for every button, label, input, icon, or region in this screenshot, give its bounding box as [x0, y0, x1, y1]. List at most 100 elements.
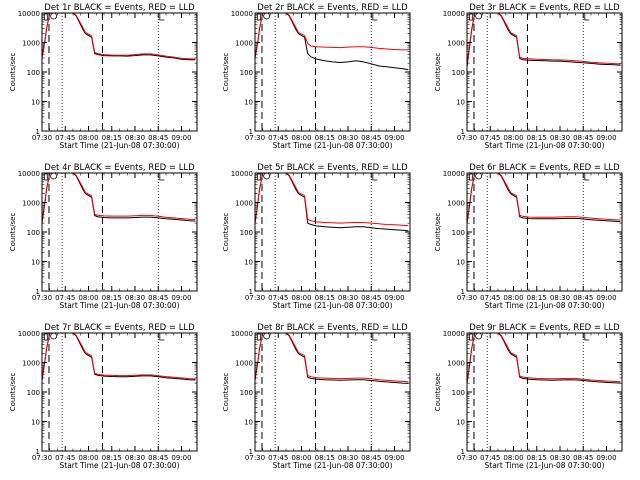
peak-marker-icon [263, 12, 271, 20]
plot-frame [254, 12, 411, 132]
end-marker-icon [584, 333, 590, 341]
x-tick-label: 08:00 [78, 294, 98, 302]
peak-marker-icon [475, 332, 483, 340]
x-tick-label: 08:00 [78, 134, 98, 142]
y-tick-label: 10 [31, 99, 40, 107]
x-tick-label: 08:00 [503, 454, 523, 462]
x-tick-label: 08:00 [78, 454, 98, 462]
x-tick-label: 07:30 [245, 454, 265, 462]
chart-panel-9: Det 9r BLACK = Events, RED = LLD 1 10 100 10… [434, 323, 623, 470]
y-axis-label: Counts/sec [9, 53, 17, 92]
x-tick-label: 08:15 [527, 294, 547, 302]
series-line-lld [254, 172, 409, 227]
end-marker-icon [159, 333, 165, 341]
x-tick-label: 08:45 [148, 294, 168, 302]
end-marker-icon [372, 333, 378, 341]
x-tick-label: 07:30 [457, 294, 477, 302]
y-tick-label: 10000 [18, 330, 40, 338]
x-tick-label: 08:15 [527, 454, 547, 462]
start-marker-icon [468, 333, 473, 341]
y-tick-label: 1 [249, 128, 253, 136]
start-marker-icon [43, 173, 48, 181]
series-line-lld [254, 332, 409, 383]
end-marker-icon [372, 13, 378, 21]
y-tick-label: 1000 [22, 360, 40, 368]
y-tick-label: 1000 [235, 40, 253, 48]
y-tick-label: 10000 [231, 170, 253, 178]
y-tick-label: 100 [452, 389, 465, 397]
x-axis-label: Start Time (21-Jun-08 07:30:00) [60, 461, 180, 470]
x-tick-label: 08:15 [315, 134, 335, 142]
series-line-events [466, 12, 621, 67]
end-marker-icon [372, 173, 378, 181]
plot-frame [41, 332, 198, 452]
plot-frame [466, 172, 623, 292]
y-tick-label: 1000 [22, 200, 40, 208]
plot-frame [41, 172, 198, 292]
x-tick-label: 08:00 [503, 134, 523, 142]
y-tick-label: 1000 [22, 40, 40, 48]
y-axis-label: Counts/sec [9, 213, 17, 252]
plot-frame [254, 332, 411, 452]
start-marker-icon [43, 13, 48, 21]
x-tick-label: 07:30 [457, 454, 477, 462]
y-axis-label: Counts/sec [222, 373, 230, 412]
chart-panel-8: Det 8r BLACK = Events, RED = LLD 1 10 100 10… [222, 323, 411, 470]
chart-panel-6: Det 6r BLACK = Events, RED = LLD 1 10 100 10… [434, 163, 623, 310]
x-tick-label: 09:00 [596, 294, 616, 302]
y-tick-label: 1 [36, 448, 40, 456]
y-tick-label: 1 [461, 448, 465, 456]
x-tick-label: 07:30 [245, 294, 265, 302]
chart-panel-3: Det 3r BLACK = Events, RED = LLD 1 10 100 10… [434, 3, 623, 150]
y-tick-label: 1 [461, 288, 465, 296]
y-axis-label: Counts/sec [434, 213, 442, 252]
series-line-events [254, 172, 409, 232]
y-tick-label: 1000 [235, 200, 253, 208]
chart-panel-1: Det 1r BLACK = Events, RED = LLD 1 10 100 10… [9, 3, 198, 150]
y-tick-label: 10000 [18, 170, 40, 178]
x-tick-label: 08:30 [125, 454, 145, 462]
y-tick-label: 100 [27, 389, 40, 397]
y-tick-label: 100 [240, 229, 253, 237]
y-tick-label: 10 [456, 99, 465, 107]
chart-title: Det 4r BLACK = Events, RED = LLD [44, 163, 195, 173]
y-tick-label: 10 [244, 259, 253, 267]
end-marker-icon [584, 173, 590, 181]
x-tick-label: 09:00 [596, 134, 616, 142]
x-axis-label: Start Time (21-Jun-08 07:30:00) [485, 141, 605, 150]
x-tick-label: 08:45 [361, 454, 381, 462]
series-line-lld [41, 172, 196, 222]
y-tick-label: 10 [31, 419, 40, 427]
y-tick-label: 10000 [443, 330, 465, 338]
chart-title: Det 8r BLACK = Events, RED = LLD [257, 323, 408, 333]
x-tick-label: 08:45 [148, 454, 168, 462]
x-tick-label: 08:15 [527, 134, 547, 142]
x-tick-label: 08:45 [573, 294, 593, 302]
y-axis-label: Counts/sec [222, 53, 230, 92]
start-marker-icon [256, 13, 261, 21]
y-axis-label: Counts/sec [434, 373, 442, 412]
chart-title: Det 7r BLACK = Events, RED = LLD [44, 323, 195, 333]
peak-marker-icon [475, 172, 483, 180]
x-tick-label: 08:30 [550, 454, 570, 462]
peak-marker-icon [50, 172, 58, 180]
end-marker-icon [584, 13, 590, 21]
series-line-lld [254, 12, 409, 58]
y-tick-label: 1000 [447, 360, 465, 368]
chart-title: Det 6r BLACK = Events, RED = LLD [469, 163, 620, 173]
x-tick-label: 07:45 [55, 134, 75, 142]
x-tick-label: 09:00 [384, 294, 404, 302]
x-tick-label: 08:15 [102, 134, 122, 142]
y-tick-label: 10 [456, 259, 465, 267]
y-tick-label: 10000 [443, 10, 465, 18]
chart-panel-4: Det 4r BLACK = Events, RED = LLD 1 10 100 10… [9, 163, 198, 310]
x-axis-label: Start Time (21-Jun-08 07:30:00) [485, 461, 605, 470]
x-tick-label: 08:45 [361, 134, 381, 142]
x-tick-label: 08:30 [338, 454, 358, 462]
y-tick-label: 1 [36, 128, 40, 136]
x-tick-label: 09:00 [171, 134, 191, 142]
end-marker-icon [159, 13, 165, 21]
peak-marker-icon [263, 332, 271, 340]
x-tick-label: 09:00 [596, 454, 616, 462]
start-marker-icon [43, 333, 48, 341]
